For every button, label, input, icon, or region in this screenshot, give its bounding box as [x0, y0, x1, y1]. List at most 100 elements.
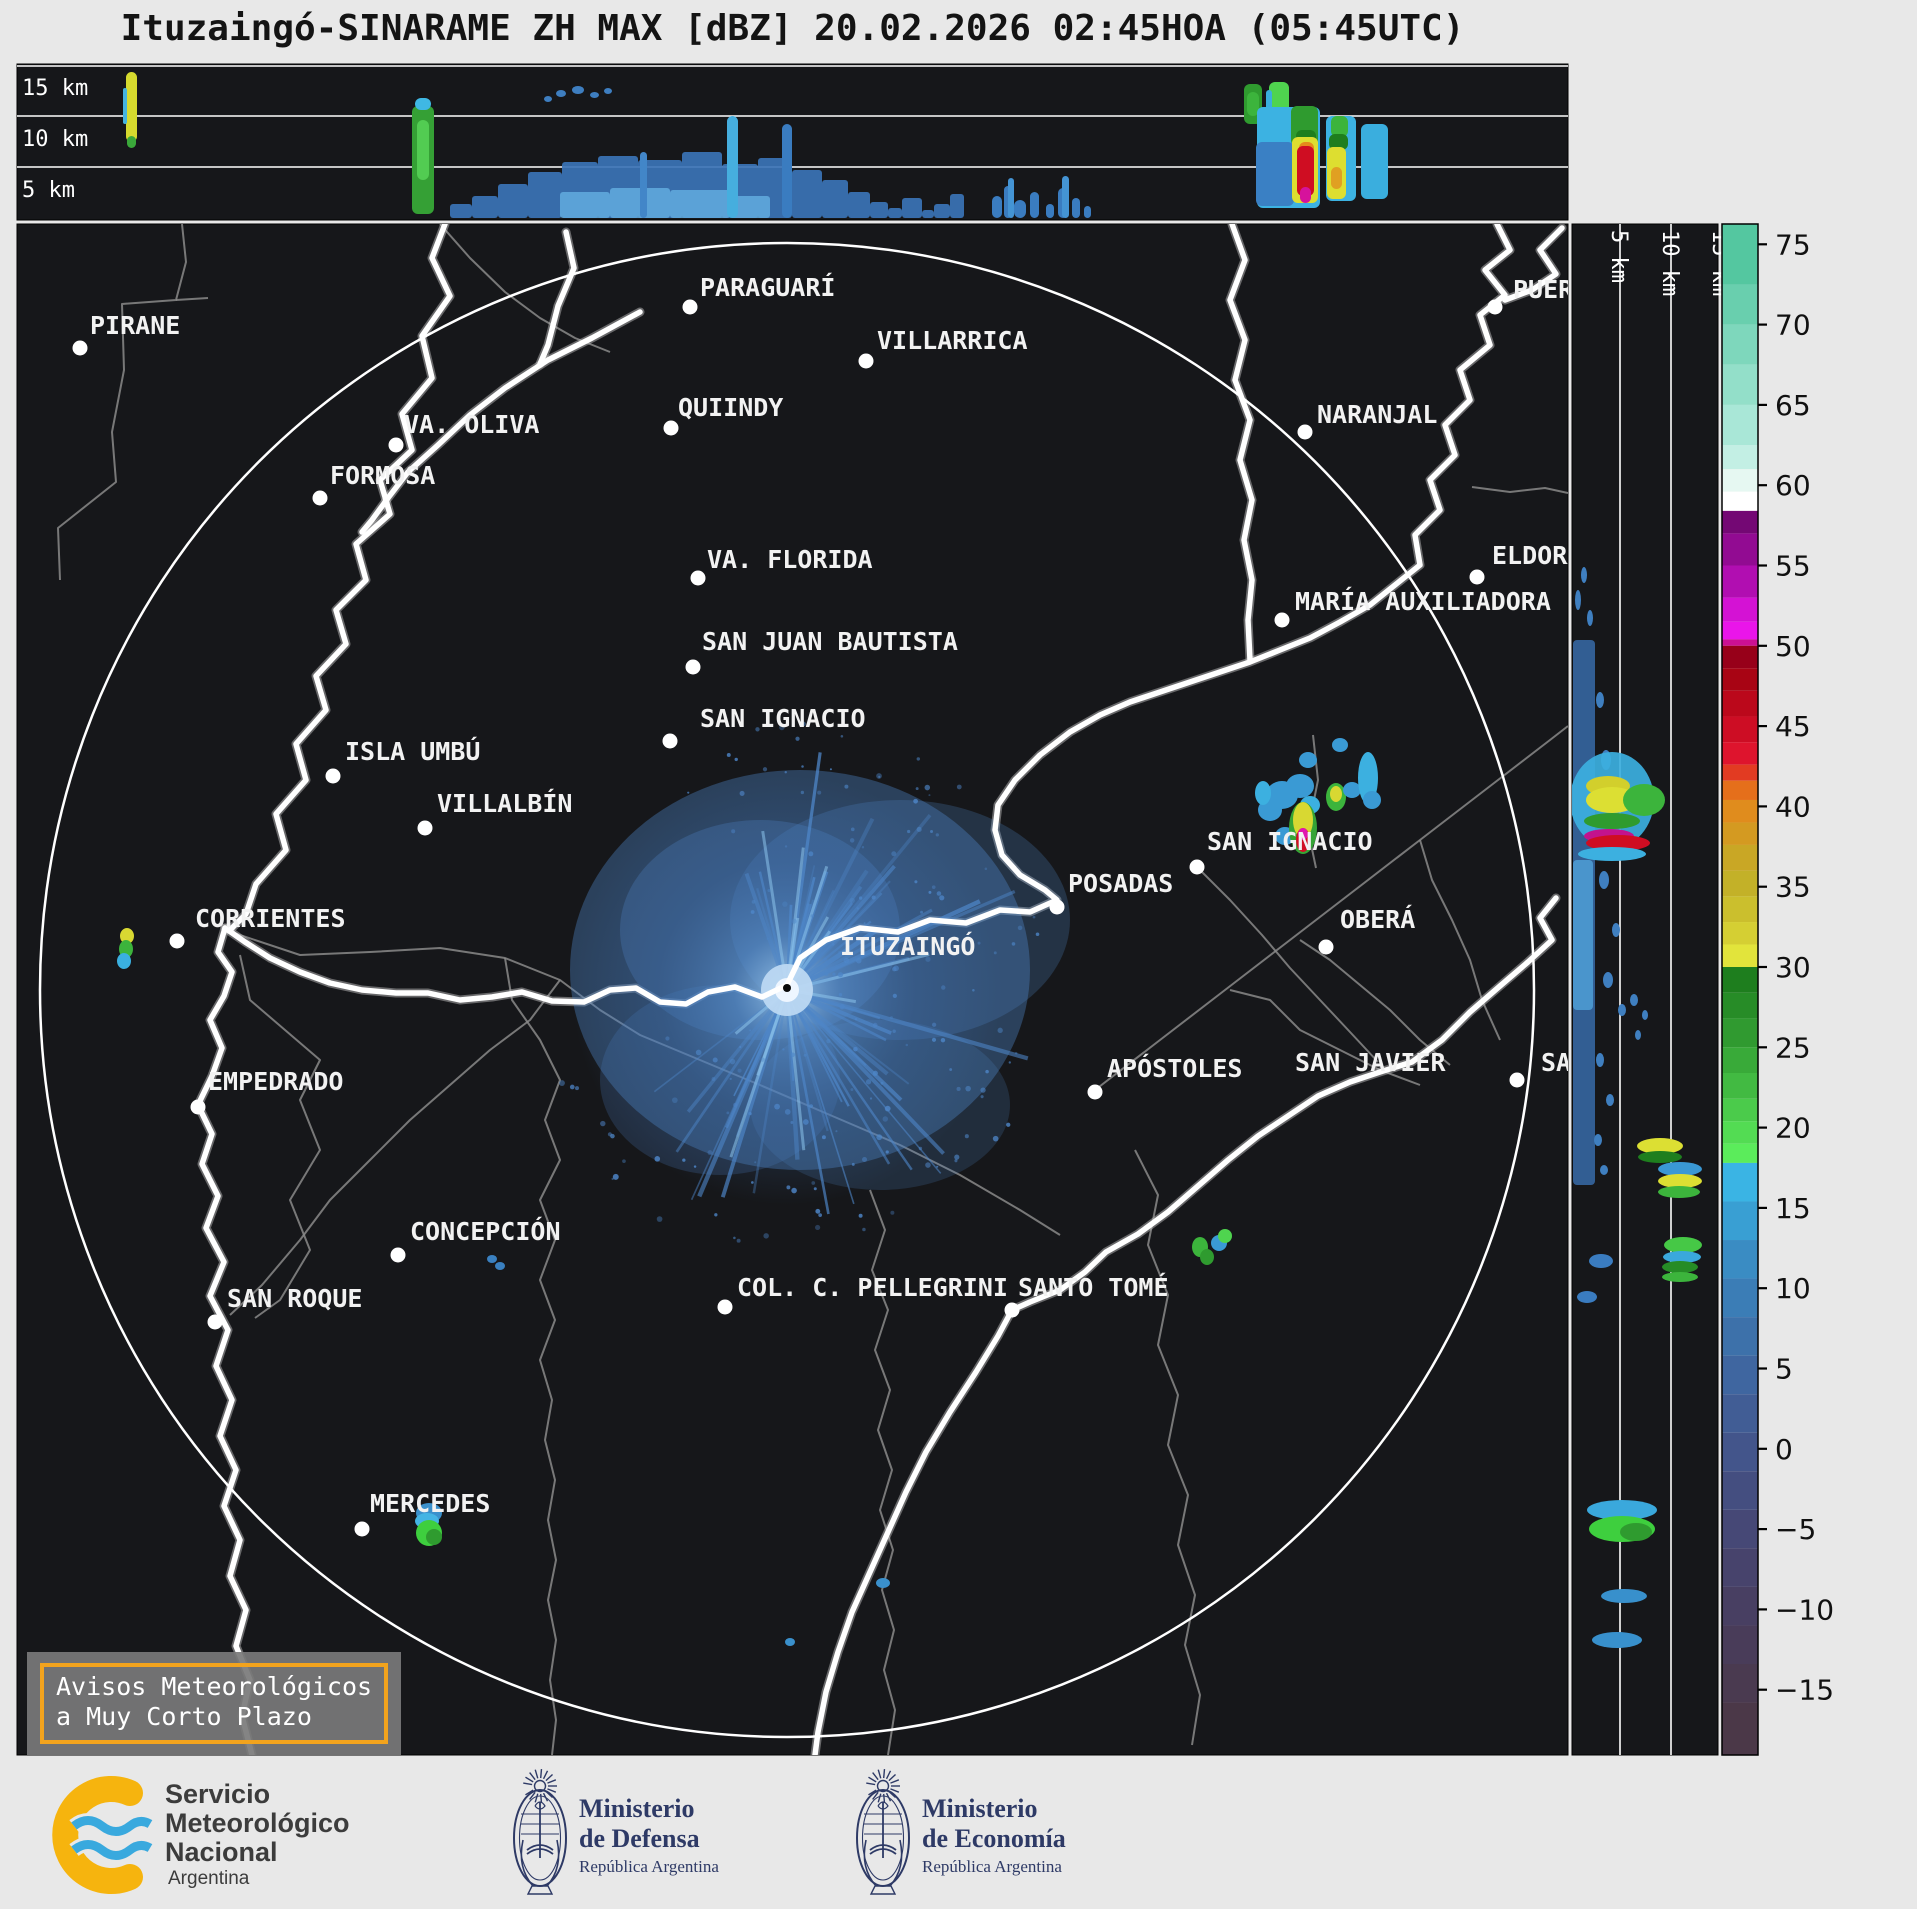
radar-echo: [1361, 124, 1388, 199]
colorbar-band: [1722, 1143, 1758, 1163]
colorbar-tick-label: 45: [1775, 710, 1811, 743]
radar-echo: [1586, 835, 1650, 851]
radar-echo: [1599, 871, 1609, 889]
colorbar-band: [1722, 1018, 1758, 1048]
radar-echo: [1200, 1249, 1214, 1265]
radar-echo: [1658, 1162, 1702, 1176]
city-label: VA. OLIVA: [404, 410, 539, 439]
colorbar-band: [1722, 1625, 1758, 1665]
city-label: SAN IGNACIO: [1207, 827, 1373, 856]
colorbar-tick-label: 75: [1775, 228, 1811, 261]
radar-echo: [417, 120, 429, 180]
radar-echo: [848, 192, 870, 218]
colorbar-band: [1722, 742, 1758, 765]
cross-section-right-bg: [1571, 223, 1719, 1756]
radar-echo: [604, 88, 612, 94]
city-dot: [1469, 569, 1485, 585]
colorbar-band: [1722, 764, 1758, 781]
radar-echo: [1577, 1291, 1597, 1303]
colorbar-band: [1722, 799, 1758, 823]
colorbar-band: [1722, 533, 1758, 566]
city-label: SAN JAVIER: [1295, 1048, 1446, 1077]
city-dot: [1049, 899, 1065, 915]
height-label: 5 km: [1606, 230, 1631, 283]
colorbar-band: [1722, 1586, 1758, 1626]
radar-echo: [1014, 200, 1026, 218]
colorbar-band: [1722, 944, 1758, 967]
radar-echo: [1331, 116, 1348, 137]
radar-echo: [785, 1638, 795, 1646]
radar-echo: [782, 124, 792, 218]
colorbar-band: [1722, 639, 1758, 646]
radar-echo: [730, 196, 770, 218]
colorbar-band: [1722, 1072, 1758, 1099]
city-label: QUIINDY: [678, 393, 783, 422]
radar-echo: [1623, 784, 1665, 816]
city-label: PUERTO: [1513, 275, 1603, 304]
radar-echo: [1298, 828, 1308, 840]
admin-border: [1196, 866, 1379, 1063]
colorbar-tick-label: 55: [1775, 550, 1811, 583]
city-dot: [717, 1299, 733, 1315]
radar-echo: [556, 90, 566, 97]
radar-echo: [1578, 847, 1646, 861]
city-label: COL. C. PELLEGRINI: [737, 1273, 1008, 1302]
cross-section-top-panel: [17, 65, 1568, 218]
admin-border: [504, 957, 561, 1755]
radar-echo: [450, 204, 472, 218]
radar-echo: [1663, 1251, 1701, 1263]
radar-echo: [1587, 1500, 1657, 1520]
city-label: NARANJAL: [1317, 400, 1437, 429]
colorbar-frame: [1721, 223, 1759, 1756]
city-label: CORRIENTES: [195, 904, 346, 933]
city-dot: [858, 353, 874, 369]
radar-echo: [1630, 994, 1638, 1006]
radar-echo: [1062, 176, 1069, 218]
city-dot: [1318, 939, 1334, 955]
smn-name-line-3: Nacional: [165, 1837, 278, 1867]
smn-logo-icon: [52, 1776, 154, 1894]
warning-line-1: Avisos Meteorológicos: [56, 1672, 373, 1701]
colorbar-band: [1722, 597, 1758, 622]
colorbar-band: [1722, 1432, 1758, 1472]
colorbar-band: [1722, 1471, 1758, 1510]
city-dot: [1087, 1084, 1103, 1100]
footer-logo-bar: Servicio Meteorológico Nacional Argentin…: [0, 1758, 1917, 1909]
radar-echo: [123, 88, 127, 124]
admin-border: [229, 979, 561, 1316]
radar-echo: [1008, 178, 1014, 218]
radar-echo: [495, 1262, 505, 1270]
river-path: [537, 229, 577, 367]
river-path: [222, 224, 1513, 1007]
warning-box[interactable]: Avisos Meteorológicos a Muy Corto Plazo: [27, 1652, 402, 1755]
radar-echo: [1286, 774, 1314, 798]
radar-echo: [876, 1578, 890, 1588]
defensa-line-2: de Defensa: [579, 1824, 700, 1853]
colorbar-tick-label: 70: [1775, 309, 1811, 342]
radar-echo: [117, 953, 131, 969]
radar-echo: [822, 180, 848, 218]
city-dot: [1509, 1072, 1525, 1088]
radar-echo: [127, 136, 136, 148]
colorbar-tick-label: 40: [1775, 790, 1811, 823]
colorbar-band: [1722, 445, 1758, 470]
radar-echo: [1581, 567, 1587, 583]
city-label: ISLA UMBÚ: [345, 736, 480, 766]
colorbar-tick-label: 60: [1775, 469, 1811, 502]
radar-echo: [727, 116, 738, 218]
colorbar-tick-label: −15: [1775, 1674, 1834, 1707]
radar-echo: [1256, 142, 1294, 206]
city-label: APÓSTOLES: [1107, 1053, 1242, 1083]
city-dot: [690, 570, 706, 586]
city-dot: [685, 659, 701, 675]
radar-echo: [1592, 1632, 1642, 1648]
city-label: SAN ROQUE: [227, 1284, 362, 1313]
colorbar-band: [1722, 822, 1758, 845]
radar-echo: [792, 170, 822, 218]
radar-echo: [1363, 791, 1381, 809]
city-label: PIRANE: [90, 311, 180, 340]
colorbar-tick-label: 15: [1775, 1192, 1811, 1225]
defensa-logo-block: Ministerio de Defensa República Argentin…: [505, 1758, 765, 1909]
colorbar-tick-label: 25: [1775, 1031, 1811, 1064]
radar-echo: [1584, 813, 1640, 829]
